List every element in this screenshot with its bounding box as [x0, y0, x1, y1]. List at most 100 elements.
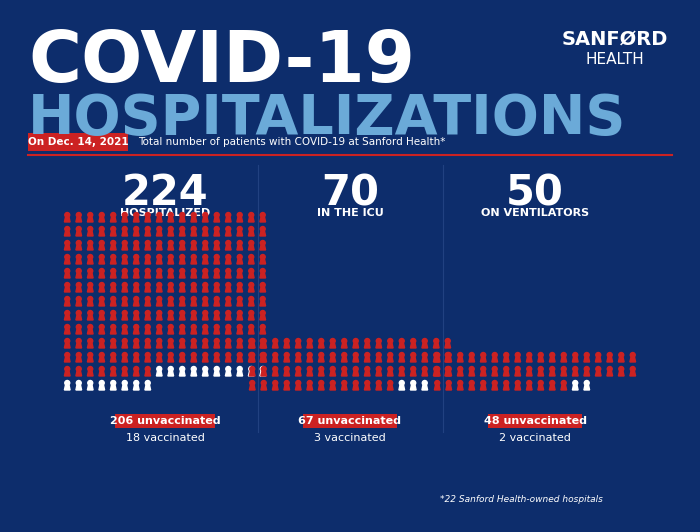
- Circle shape: [88, 325, 92, 329]
- Text: HEALTH: HEALTH: [586, 52, 645, 67]
- Circle shape: [434, 367, 439, 371]
- Circle shape: [388, 353, 393, 358]
- Circle shape: [146, 269, 150, 273]
- Polygon shape: [88, 371, 93, 376]
- Circle shape: [411, 367, 416, 371]
- Circle shape: [538, 353, 543, 358]
- Circle shape: [538, 380, 543, 386]
- Polygon shape: [237, 287, 243, 292]
- Polygon shape: [584, 385, 589, 390]
- Polygon shape: [134, 329, 139, 334]
- Polygon shape: [307, 371, 313, 376]
- Circle shape: [65, 240, 70, 245]
- Circle shape: [111, 325, 116, 329]
- Circle shape: [248, 367, 253, 371]
- Polygon shape: [64, 371, 70, 376]
- Circle shape: [273, 353, 278, 358]
- Polygon shape: [237, 217, 243, 222]
- Polygon shape: [480, 358, 486, 362]
- Circle shape: [296, 380, 301, 386]
- Polygon shape: [526, 385, 532, 390]
- Circle shape: [399, 367, 404, 371]
- Polygon shape: [202, 301, 208, 306]
- Polygon shape: [145, 343, 150, 348]
- Circle shape: [111, 338, 116, 344]
- Polygon shape: [88, 329, 93, 334]
- Polygon shape: [445, 371, 451, 376]
- Polygon shape: [202, 329, 208, 334]
- Text: 2 vaccinated: 2 vaccinated: [499, 433, 571, 443]
- Polygon shape: [122, 259, 127, 264]
- Circle shape: [250, 353, 255, 358]
- Circle shape: [88, 269, 92, 273]
- Circle shape: [122, 367, 127, 371]
- Circle shape: [447, 353, 452, 358]
- Circle shape: [447, 367, 452, 371]
- Polygon shape: [64, 301, 70, 306]
- Polygon shape: [191, 343, 197, 348]
- Polygon shape: [260, 231, 265, 236]
- Polygon shape: [76, 231, 82, 236]
- Circle shape: [260, 338, 265, 344]
- Polygon shape: [435, 371, 440, 376]
- Polygon shape: [261, 385, 267, 390]
- Polygon shape: [342, 385, 347, 390]
- Polygon shape: [64, 385, 70, 390]
- Polygon shape: [446, 371, 452, 376]
- Polygon shape: [134, 259, 139, 264]
- Circle shape: [134, 325, 139, 329]
- Polygon shape: [469, 371, 475, 376]
- Polygon shape: [237, 245, 243, 250]
- Circle shape: [134, 254, 139, 260]
- Circle shape: [65, 380, 70, 386]
- Polygon shape: [214, 231, 220, 236]
- Polygon shape: [225, 287, 231, 292]
- Circle shape: [65, 254, 70, 260]
- Polygon shape: [134, 358, 139, 362]
- Polygon shape: [248, 245, 254, 250]
- Polygon shape: [399, 385, 405, 390]
- Circle shape: [550, 353, 554, 358]
- Circle shape: [342, 338, 346, 344]
- Polygon shape: [88, 217, 93, 222]
- Polygon shape: [618, 358, 624, 362]
- Polygon shape: [134, 287, 139, 292]
- Circle shape: [561, 367, 566, 371]
- Circle shape: [168, 212, 173, 218]
- Polygon shape: [179, 329, 185, 334]
- Polygon shape: [596, 371, 601, 376]
- Circle shape: [538, 367, 543, 371]
- Circle shape: [248, 212, 253, 218]
- Circle shape: [260, 269, 265, 273]
- Circle shape: [76, 353, 81, 358]
- Polygon shape: [191, 217, 197, 222]
- Circle shape: [180, 269, 185, 273]
- Polygon shape: [469, 358, 475, 362]
- Circle shape: [157, 338, 162, 344]
- Circle shape: [354, 353, 358, 358]
- Polygon shape: [214, 371, 220, 376]
- Circle shape: [88, 254, 92, 260]
- Circle shape: [99, 367, 104, 371]
- Circle shape: [146, 338, 150, 344]
- Polygon shape: [214, 329, 220, 334]
- Circle shape: [248, 311, 253, 315]
- Circle shape: [399, 338, 404, 344]
- Circle shape: [122, 240, 127, 245]
- Circle shape: [111, 282, 116, 287]
- Circle shape: [157, 254, 162, 260]
- Circle shape: [191, 254, 196, 260]
- Circle shape: [619, 367, 624, 371]
- Circle shape: [111, 367, 116, 371]
- Polygon shape: [214, 217, 220, 222]
- Polygon shape: [111, 358, 116, 362]
- Circle shape: [99, 338, 104, 344]
- Polygon shape: [573, 358, 578, 362]
- Circle shape: [191, 240, 196, 245]
- Circle shape: [435, 380, 440, 386]
- Polygon shape: [122, 343, 127, 348]
- Polygon shape: [122, 217, 127, 222]
- Circle shape: [76, 227, 81, 231]
- Polygon shape: [433, 343, 439, 348]
- Polygon shape: [295, 358, 301, 362]
